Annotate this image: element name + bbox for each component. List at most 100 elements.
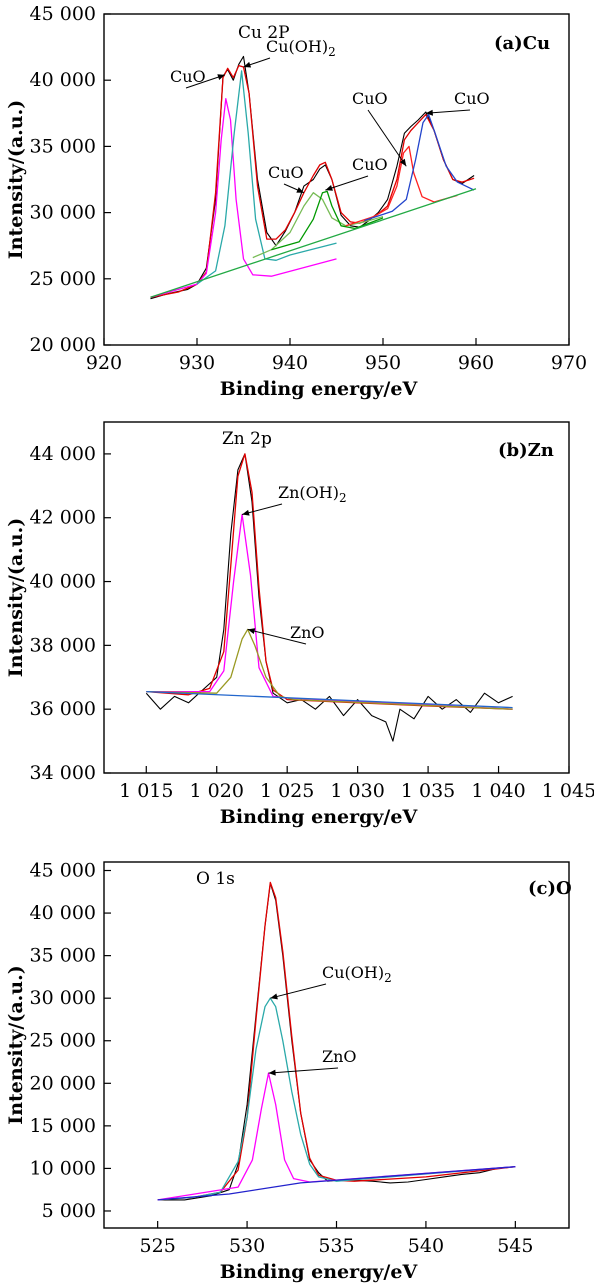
x-axis-label: Binding energy/eV [220,1261,419,1283]
x-tick-label: 545 [497,1235,533,1257]
y-tick-label: 10 000 [30,1157,96,1179]
x-tick-label: 1 020 [190,780,244,802]
x-tick-label: 1 025 [260,780,314,802]
y-tick-label: 20 000 [30,334,96,356]
arrow-head [325,185,333,191]
arrow-head [217,74,225,80]
y-tick-label: 40 000 [30,69,96,91]
annotation-label: ZnO [290,623,325,642]
y-tick-label: 30 000 [30,202,96,224]
series-line-fit [150,64,475,298]
peak-label: Cu 2P [238,23,290,43]
peak-label: O 1s [196,869,235,889]
x-tick-label: 1 030 [330,780,384,802]
y-tick-label: 44 000 [30,443,96,465]
chart-panel-3: 5 000 10 000 15 000 20 000 25 000 30 000 35 00… [5,860,572,1283]
arrow-head [296,187,304,193]
annotation-arrow [325,175,369,191]
arrow-head [268,1069,276,1076]
arrow-head [425,109,433,116]
plot-frame [103,421,570,774]
y-tick-label: 45 000 [30,860,96,882]
series-line-background [157,1166,516,1201]
x-tick-label: 1 045 [542,780,594,802]
series-line-component-cuo [345,145,458,227]
plot-frame [103,861,570,1229]
x-tick-label: 940 [272,352,308,374]
annotation-label: ZnO [322,1047,357,1066]
y-tick-label: 25 000 [30,268,96,290]
x-axis-label: Binding energy/eV [220,378,419,400]
y-tick-label: 36 000 [30,698,96,720]
series-line-component-cuo [271,190,384,251]
chart-panel-1: 20 000 25 000 30 000 35 000 40 000 45 000 920 9… [5,3,587,400]
annotation-arrow [270,983,327,999]
arrow-head [243,61,252,68]
y-tick-label: 40 000 [30,902,96,924]
series-line-component-cuo [252,192,384,259]
y-tick-label: 25 000 [30,1030,96,1052]
y-tick-label: 45 000 [30,3,96,25]
annotation-arrow [268,1067,339,1074]
series-group [157,881,516,1201]
chart-panel-2: 34 000 36 000 38 000 40 000 42 000 44 000 1 01… [5,421,594,828]
x-tick-label: 920 [86,352,122,374]
x-tick-label: 540 [408,1235,444,1257]
series-line-component-cuo [364,113,475,222]
annotation-arrow [425,109,471,114]
peak-label: Zn 2p [222,429,272,449]
x-tick-label: 950 [365,352,401,374]
y-tick-label: 20 000 [30,1072,96,1094]
arrow-head [270,993,278,1000]
x-tick-label: 930 [179,352,215,374]
y-tick-label: 5 000 [42,1200,96,1222]
x-tick-label: 1 015 [119,780,173,802]
arrow-head [247,628,256,635]
annotation-label: CuO [352,89,388,108]
series-line-background [150,188,477,298]
series-line-component-znoh2 [146,513,513,710]
y-tick-label: 35 000 [30,135,96,157]
annotation-arrow [367,109,407,167]
series-group [150,55,477,300]
annotation-arrow [247,628,307,645]
panel-label: (c)O [528,878,572,899]
y-tick-label: 35 000 [30,945,96,967]
annotation-label: CuO [170,67,206,86]
annotation-label: CuO [454,89,490,108]
x-tick-label: 535 [318,1235,354,1257]
x-tick-label: 960 [458,352,494,374]
y-tick-label: 42 000 [30,507,96,529]
series-group [145,453,513,742]
x-tick-label: 1 035 [401,780,455,802]
y-tick-label: 30 000 [30,987,96,1009]
x-tick-label: 525 [140,1235,176,1257]
series-line-fit [157,881,516,1201]
x-axis-label: Binding energy/eV [220,806,419,828]
y-axis-label: Intensity/(a.u.) [5,965,27,1124]
arrow-head [242,509,250,516]
arrow-head [399,158,407,167]
y-tick-label: 34 000 [30,762,96,784]
series-line-component-cuoh2 [157,997,516,1201]
y-tick-label: 38 000 [30,634,96,656]
y-tick-label: 15 000 [30,1115,96,1137]
panel-label: (b)Zn [498,440,554,461]
series-line-component-cuoh2 [196,70,337,285]
annotation-label: Cu(OH)2 [322,963,392,985]
y-axis-label: Intensity/(a.u.) [5,518,27,677]
series-line-raw [157,882,516,1201]
plot-frame [103,13,570,346]
series-line-component-cuo [150,98,337,298]
annotation-label: CuO [352,155,388,174]
y-axis-label: Intensity/(a.u.) [5,100,27,259]
annotation-label: Zn(OH)2 [278,483,347,505]
x-tick-label: 970 [551,352,587,374]
x-tick-label: 530 [229,1235,265,1257]
x-tick-label: 1 040 [471,780,525,802]
series-line-background [146,690,513,709]
y-tick-label: 40 000 [30,571,96,593]
annotation-label: Cu(OH)2 [266,37,336,59]
